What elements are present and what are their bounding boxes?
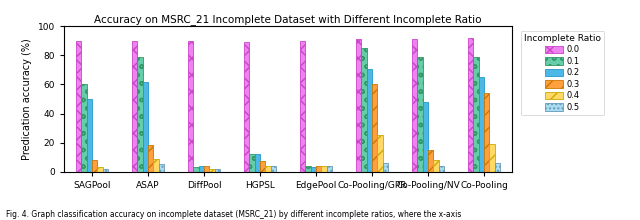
Bar [356, 39, 362, 172]
Bar [214, 169, 220, 172]
Bar [143, 82, 148, 172]
Bar [495, 163, 500, 172]
Bar [310, 167, 316, 172]
Bar [479, 77, 484, 172]
Bar [372, 84, 378, 172]
Bar [428, 150, 433, 172]
Bar [367, 68, 372, 172]
Bar [326, 166, 332, 172]
Bar [468, 38, 474, 172]
Y-axis label: Predication accuracy (%): Predication accuracy (%) [22, 38, 32, 160]
Bar [188, 41, 193, 172]
Bar [438, 166, 444, 172]
Bar [102, 169, 108, 172]
Bar [321, 166, 326, 172]
Bar [92, 160, 97, 172]
Bar [132, 41, 138, 172]
Bar [193, 167, 198, 172]
Bar [383, 163, 388, 172]
Text: Fig. 4. Graph classification accuracy on incomplete dataset (MSRC_21) by differe: Fig. 4. Graph classification accuracy on… [6, 210, 462, 219]
Bar [490, 144, 495, 172]
Bar [412, 39, 417, 172]
Bar [362, 48, 367, 172]
Bar [209, 169, 214, 172]
Bar [198, 166, 204, 172]
Bar [97, 167, 102, 172]
Bar [422, 102, 428, 172]
Bar [244, 42, 250, 172]
Bar [271, 166, 276, 172]
Bar [305, 166, 310, 172]
Bar [250, 154, 255, 172]
Bar [266, 166, 271, 172]
Bar [417, 57, 422, 172]
Legend: 0.0, 0.1, 0.2, 0.3, 0.4, 0.5: 0.0, 0.1, 0.2, 0.3, 0.4, 0.5 [521, 31, 604, 115]
Title: Accuracy on MSRC_21 Incomplete Dataset with Different Incomplete Ratio: Accuracy on MSRC_21 Incomplete Dataset w… [94, 14, 482, 25]
Bar [260, 161, 266, 172]
Bar [154, 159, 159, 172]
Bar [316, 166, 321, 172]
Bar [159, 164, 164, 172]
Bar [204, 166, 209, 172]
Bar [255, 154, 260, 172]
Bar [433, 160, 438, 172]
Bar [76, 41, 81, 172]
Bar [138, 57, 143, 172]
Bar [86, 99, 92, 172]
Bar [81, 84, 86, 172]
Bar [484, 93, 490, 172]
Bar [378, 135, 383, 172]
Bar [300, 41, 305, 172]
Bar [148, 145, 154, 172]
Bar [474, 57, 479, 172]
